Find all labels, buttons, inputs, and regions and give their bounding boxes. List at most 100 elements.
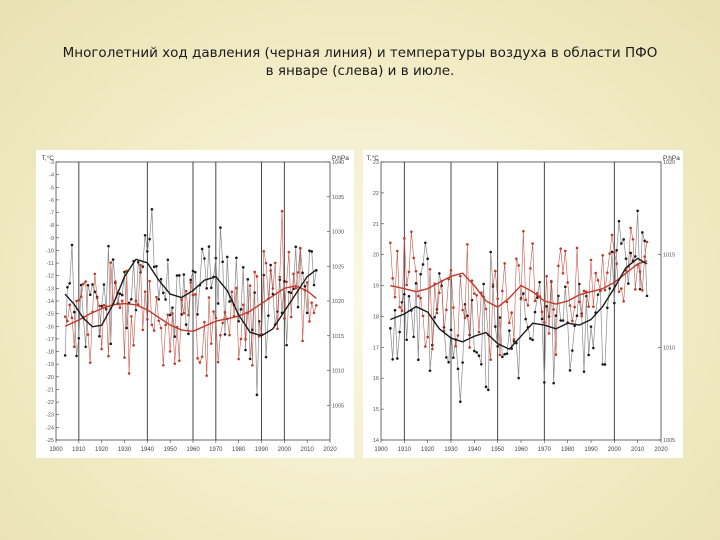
- temperature-annual-point: [166, 313, 170, 317]
- temperature-annual-point: [287, 250, 291, 254]
- temperature-annual-point: [403, 237, 406, 240]
- temperature-annual-point: [594, 271, 597, 275]
- pressure-annual-point: [627, 282, 630, 285]
- pressure-annual-point: [545, 305, 548, 308]
- x-tick-label: 1930: [444, 447, 458, 453]
- pressure-annual-point: [622, 238, 625, 241]
- temperature-annual-point: [93, 272, 97, 276]
- y-left-tick-label: -24: [46, 425, 54, 431]
- temperature-annual-point: [419, 296, 422, 300]
- pressure-annual-point: [449, 328, 453, 332]
- pressure-annual-point: [118, 292, 122, 296]
- x-tick-label: 1920: [421, 447, 435, 453]
- temperature-annual-point: [545, 274, 548, 278]
- y-right-tick-label: 1005: [663, 438, 675, 444]
- temperature-annual-point: [283, 317, 286, 320]
- pressure-annual-point: [613, 301, 616, 305]
- pressure-annual-point: [241, 266, 245, 269]
- y-left-tick-label: 19: [373, 284, 379, 290]
- temperature-annual-point: [253, 270, 256, 274]
- temperature-annual-point: [168, 350, 172, 353]
- pressure-annual-point: [571, 349, 574, 352]
- pressure-annual-point: [582, 370, 586, 373]
- temperature-annual-point: [489, 358, 492, 361]
- temperature-annual-point: [130, 315, 133, 318]
- temperature-annual-point: [79, 295, 83, 299]
- pressure-annual-point: [645, 294, 649, 298]
- temperature-annual-point: [68, 303, 71, 307]
- pressure-annual-point: [489, 250, 492, 254]
- temperature-annual-point: [398, 305, 401, 309]
- temperature-annual-point: [477, 330, 481, 334]
- pressure-annual-point: [389, 327, 392, 330]
- temperature-annual-point: [216, 360, 220, 364]
- pressure-annual-point: [66, 285, 69, 289]
- pressure-annual-point: [554, 314, 558, 317]
- pressure-annual-point: [393, 308, 397, 312]
- pressure-annual-point: [189, 278, 193, 282]
- pressure-annual-point: [136, 261, 140, 264]
- x-tick-label: 1970: [209, 447, 223, 453]
- pressure-annual-point: [246, 278, 250, 281]
- x-tick-label: 2000: [608, 447, 622, 453]
- pressure-annual-point: [267, 314, 270, 317]
- temperature-annual-point: [184, 289, 188, 293]
- temperature-annual-point: [517, 264, 520, 267]
- y-right-tick-label: 1030: [332, 230, 344, 236]
- pressure-annual-point: [433, 316, 436, 319]
- temperature-smoothed-line: [390, 260, 648, 308]
- pressure-annual-point: [187, 332, 190, 336]
- temperature-annual-point: [221, 321, 224, 325]
- temperature-annual-point: [554, 353, 558, 356]
- temperature-annual-point: [461, 308, 464, 312]
- temperature-annual-point: [557, 264, 560, 268]
- temperature-annual-point: [139, 263, 142, 267]
- temperature-annual-point: [547, 332, 551, 335]
- temperature-annual-point: [491, 283, 495, 286]
- temperature-annual-point: [182, 311, 186, 315]
- temperature-annual-point: [196, 356, 199, 360]
- temperature-annual-point: [540, 310, 544, 314]
- pressure-annual-point: [564, 285, 567, 289]
- temperature-annual-point: [526, 304, 530, 307]
- pressure-annual-point: [610, 250, 614, 254]
- temperature-annual-point: [228, 333, 231, 337]
- pressure-annual-point: [531, 338, 534, 342]
- temperature-annual-point: [88, 361, 92, 364]
- temperature-annual-point: [278, 275, 282, 279]
- pressure-annual-point: [559, 319, 562, 322]
- temperature-annual-point: [559, 247, 562, 250]
- pressure-annual-point: [438, 272, 441, 275]
- temperature-annual-point: [573, 305, 576, 309]
- y-left-axis-label: T,°C: [42, 154, 55, 162]
- pressure-annual-point: [494, 325, 497, 328]
- temperature-annual-point: [435, 311, 439, 315]
- pressure-annual-point: [617, 219, 621, 223]
- pressure-annual-point: [75, 354, 78, 358]
- pressure-annual-point: [620, 242, 623, 245]
- y-left-tick-label: -23: [46, 413, 54, 419]
- pressure-annual-point: [407, 294, 411, 298]
- pressure-annual-point: [141, 265, 145, 268]
- temperature-annual-point: [445, 308, 448, 312]
- x-tick-label: 2020: [323, 447, 337, 453]
- temperature-annual-point: [296, 271, 300, 274]
- temperature-annual-point: [162, 363, 165, 367]
- pressure-annual-point: [398, 330, 401, 334]
- temperature-annual-point: [251, 363, 254, 367]
- temperature-annual-point: [301, 339, 304, 343]
- temperature-annual-point: [631, 237, 635, 241]
- pressure-annual-point: [592, 346, 595, 350]
- y-left-tick-label: -9: [49, 236, 54, 242]
- x-tick-label: 1950: [163, 447, 177, 453]
- temperature-annual-point: [568, 304, 572, 307]
- pressure-annual-point: [501, 355, 504, 359]
- pressure-annual-point: [484, 385, 488, 389]
- pressure-annual-point: [146, 250, 149, 253]
- pressure-annual-point: [533, 310, 537, 314]
- y-left-tick-label: -22: [46, 400, 54, 406]
- x-tick-label: 1920: [95, 447, 109, 453]
- temperature-annual-point: [178, 359, 181, 362]
- x-tick-label: 1960: [514, 447, 528, 453]
- pressure-annual-point: [596, 293, 600, 296]
